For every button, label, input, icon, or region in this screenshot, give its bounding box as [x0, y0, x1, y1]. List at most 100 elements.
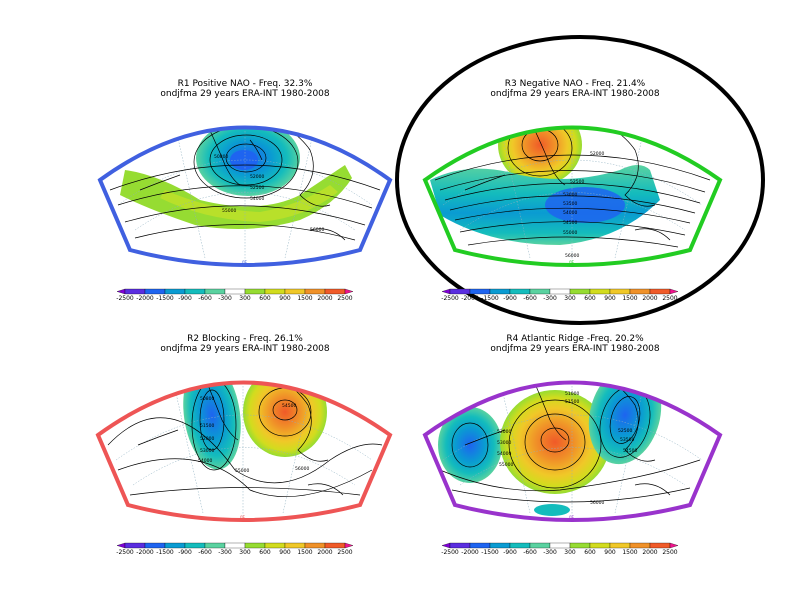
contour-label: 56000	[565, 253, 579, 259]
colorbar-swatch	[469, 288, 491, 295]
colorbar-tick-label: -600	[198, 549, 212, 556]
colorbar-swatch	[649, 288, 671, 295]
contour-label: 54500	[623, 448, 637, 454]
panel-title: R1 Positive NAO - Freq. 32.3%	[178, 79, 313, 89]
colorbar-swatch	[184, 288, 206, 295]
colorbar-tick-label: -1500	[156, 295, 174, 302]
contour-label: 55000	[222, 208, 236, 214]
colorbar-tick-label: -2500	[116, 295, 134, 302]
colorbar-tick-label: -2500	[441, 295, 459, 302]
contour-label: 56000	[295, 466, 309, 472]
colorbar-swatch	[204, 542, 226, 549]
colorbar-tick-label: 2000	[642, 549, 657, 556]
lon-label: 0E	[240, 515, 246, 520]
colorbar-tick-label: -1500	[156, 549, 174, 556]
colorbar-arrow-left	[441, 288, 451, 295]
colorbar-tick-label: -2000	[136, 549, 154, 556]
colorbar-arrow-right	[669, 288, 679, 295]
colorbar-swatch	[324, 288, 346, 295]
colorbar-arrow-right	[344, 542, 354, 549]
contour-label: 52000	[200, 436, 214, 442]
colorbar-tick-label: -2500	[116, 549, 134, 556]
colorbar-swatch	[284, 288, 306, 295]
colorbar-swatch	[244, 542, 266, 549]
colorbar-swatch	[224, 288, 246, 295]
colorbar-swatch	[164, 542, 186, 549]
contour-label: 53000	[563, 192, 577, 198]
colorbar-tick-label: -900	[503, 549, 517, 556]
colorbar-r2: -2500 -2000 -1500 -900 -600 -300 300 600 900 1500…	[116, 542, 354, 556]
colorbar-swatch	[144, 288, 166, 295]
colorbar-tick-label: -300	[543, 295, 557, 302]
colorbar-swatch	[489, 542, 511, 549]
colorbar-tick-label: -300	[218, 549, 232, 556]
colorbar-tick-label: -600	[523, 549, 537, 556]
contour-label: 52500	[250, 185, 264, 191]
colorbar-swatch	[449, 542, 471, 549]
colorbar-swatch	[509, 542, 531, 549]
contour-label: 54500	[282, 403, 296, 409]
colorbar-swatch	[124, 542, 146, 549]
colorbar-tick-label: -900	[503, 295, 517, 302]
panel-r2: R2 Blocking - Freq. 26.1% ondjfma 29 yea…	[95, 334, 393, 522]
colorbar-swatch	[529, 288, 551, 295]
colorbar-swatch	[569, 542, 591, 549]
colorbar-tick-label: 900	[604, 295, 616, 302]
colorbar-tick-label: -1500	[481, 549, 499, 556]
colorbar-swatch	[629, 542, 651, 549]
colorbar-tick-label: 2500	[662, 549, 677, 556]
colorbar-swatch	[609, 542, 631, 549]
contour-label: 53500	[563, 201, 577, 207]
colorbar-tick-label: 1500	[622, 549, 637, 556]
colorbar-tick-label: 1500	[297, 295, 312, 302]
colorbar-arrow-right	[669, 542, 679, 549]
colorbar-tick-label: 1500	[622, 295, 637, 302]
colorbar-swatch	[164, 288, 186, 295]
contour-label: 52500	[570, 179, 584, 185]
map-frame	[422, 125, 723, 267]
contour-label: 51000	[545, 114, 559, 120]
colorbar-swatch	[124, 288, 146, 295]
map-frame	[97, 125, 393, 267]
contour-label: 53000	[200, 448, 214, 454]
contour-label: 52000	[250, 174, 264, 180]
contour-label: 51000	[565, 391, 579, 397]
colorbar-tick-label: 300	[564, 549, 576, 556]
colorbar-swatch	[469, 542, 491, 549]
panel-title: R3 Negative NAO - Freq. 21.4%	[505, 79, 646, 89]
panel-r1: R1 Positive NAO - Freq. 32.3% ondjfma 29…	[97, 79, 393, 267]
colorbar-tick-label: 1500	[297, 549, 312, 556]
colorbar-tick-label: -900	[178, 295, 192, 302]
colorbar-swatch	[264, 542, 286, 549]
contour-label: 54000	[198, 458, 212, 464]
colorbar-tick-label: 2000	[317, 549, 332, 556]
colorbar-swatch	[509, 288, 531, 295]
colorbar-tick-label: -300	[543, 549, 557, 556]
panel-subtitle: ondjfma 29 years ERA-INT 1980-2008	[160, 89, 330, 99]
contour-label: 56000	[310, 227, 324, 233]
colorbar-swatch	[144, 542, 166, 549]
map-frame	[95, 380, 393, 522]
colorbar-swatch	[184, 542, 206, 549]
lon-label: 0E	[242, 260, 248, 265]
colorbar-tick-label: 2500	[337, 295, 352, 302]
colorbar-tick-label: 600	[584, 295, 596, 302]
panel-title: R4 Atlantic Ridge -Freq. 20.2%	[506, 334, 644, 344]
contour-label: 52500	[618, 428, 632, 434]
colorbar-swatch	[529, 542, 551, 549]
colorbar-swatch	[284, 542, 306, 549]
colorbar-tick-label: 300	[564, 295, 576, 302]
colorbar-tick-label: -1500	[481, 295, 499, 302]
colorbar-swatch	[589, 288, 611, 295]
contour-label: 54000	[250, 196, 264, 202]
colorbar-swatch	[569, 288, 591, 295]
contour-label: 55000	[235, 468, 249, 474]
contour-label: 52000	[497, 429, 511, 435]
colorbar-arrow-right	[344, 288, 354, 295]
highlight-ellipse	[395, 35, 765, 325]
contour-label: 50800	[214, 154, 228, 160]
lon-label: 0E	[569, 260, 575, 265]
colorbar-tick-label: 600	[584, 549, 596, 556]
panel-subtitle: ondjfma 29 years ERA-INT 1980-2008	[490, 89, 660, 99]
contour-label: 51500	[565, 399, 579, 405]
